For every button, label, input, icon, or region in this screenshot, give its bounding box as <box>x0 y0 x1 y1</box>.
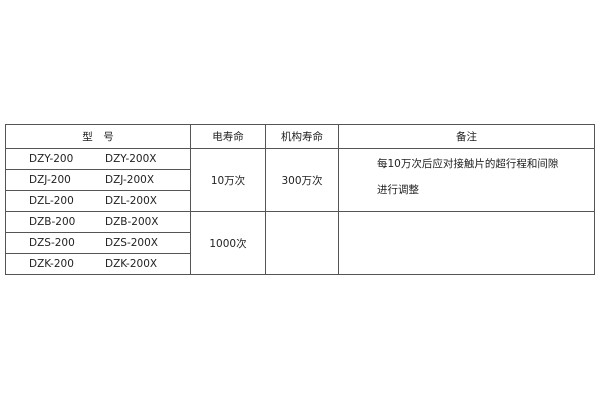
table-row: DZK-200 DZK-200X <box>5 253 595 275</box>
model-x: DZK-200X <box>105 258 158 270</box>
model: DZB-200 <box>29 216 76 228</box>
model-cell: DZY-200 DZY-200X <box>5 148 191 170</box>
model-x: DZY-200X <box>105 153 157 165</box>
table-row: DZL-200 DZL-200X <box>5 190 595 212</box>
note-cell: 每10万次后应对接触片的超行程和间隙 进行调整 <box>338 148 595 212</box>
model-cell: DZB-200 DZB-200X <box>5 211 191 233</box>
model: DZJ-200 <box>29 174 71 186</box>
electrical-life-cell: 1000次 <box>190 211 266 275</box>
header-row: 型 号 电寿命 机构寿命 备注 <box>5 124 595 149</box>
note-cell <box>338 211 595 275</box>
model-x: DZJ-200X <box>105 174 155 186</box>
model: DZL-200 <box>29 195 74 207</box>
model: DZY-200 <box>29 153 74 165</box>
table-row: DZY-200 DZY-200X 10万次 300万次 每10万次后应对接触片的超… <box>5 148 595 212</box>
header-model: 型 号 <box>5 124 191 149</box>
model: DZS-200 <box>29 237 75 249</box>
model: DZK-200 <box>29 258 74 270</box>
header-notes: 备注 <box>338 124 595 149</box>
model-cell: DZL-200 DZL-200X <box>5 190 191 212</box>
header-electrical-life: 电寿命 <box>190 124 266 149</box>
model-x: DZB-200X <box>105 216 159 228</box>
model-x: DZS-200X <box>105 237 158 249</box>
note-line: 进行调整 <box>377 184 419 196</box>
electrical-life-cell: 10万次 <box>190 148 266 212</box>
model-x: DZL-200X <box>105 195 157 207</box>
model-cell: DZS-200 DZS-200X <box>5 232 191 254</box>
model-cell: DZK-200 DZK-200X <box>5 253 191 275</box>
table-row: DZB-200 DZB-200X 1000次 <box>5 211 595 275</box>
specification-table: 型 号 电寿命 机构寿命 备注 DZY-200 DZY-200X 10万次 300… <box>5 124 595 275</box>
model-cell: DZJ-200 DZJ-200X <box>5 169 191 191</box>
note-line: 每10万次后应对接触片的超行程和间隙 <box>377 158 559 170</box>
mechanical-life-cell: 300万次 <box>265 148 339 212</box>
header-mechanical-life: 机构寿命 <box>265 124 339 149</box>
mechanical-life-cell <box>265 211 339 275</box>
